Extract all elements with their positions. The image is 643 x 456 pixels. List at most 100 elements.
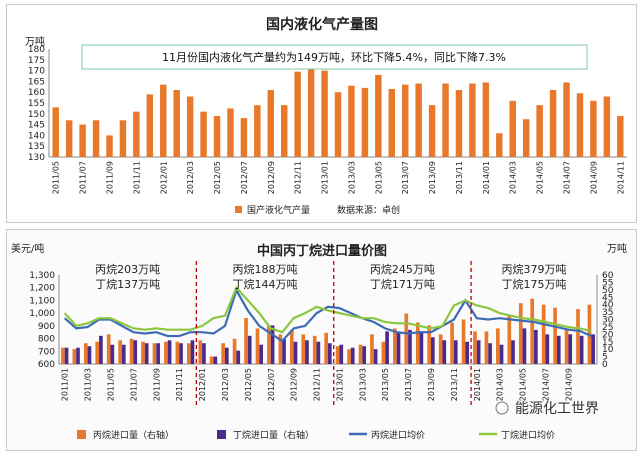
butane-volume-bar xyxy=(247,335,252,364)
y-tick-label: 135 xyxy=(28,142,45,152)
propane-volume-bar xyxy=(255,328,260,364)
bar xyxy=(173,90,180,157)
butane-volume-bar xyxy=(476,340,481,364)
butane-volume-bar xyxy=(568,334,573,364)
butane-volume-bar xyxy=(213,356,218,364)
bar xyxy=(428,105,436,157)
butane-volume-bar xyxy=(121,344,126,364)
bar xyxy=(119,120,127,157)
x-tick-label: 2013/07 xyxy=(404,368,413,401)
bar xyxy=(361,87,369,157)
year-import-annotation: 丙烷203万吨 xyxy=(95,262,160,276)
butane-volume-bar xyxy=(202,343,206,364)
bar xyxy=(590,100,597,157)
bar xyxy=(106,135,113,157)
y-tick-label: 145 xyxy=(28,121,45,131)
left-tick-label: 800 xyxy=(38,335,55,345)
bar xyxy=(92,120,100,157)
legend-label: 丙烷进口量（右轴） xyxy=(93,429,174,441)
propane-volume-bar xyxy=(72,349,77,364)
x-tick-label: 2012/01 xyxy=(159,161,168,194)
x-tick-label: 2014/09 xyxy=(589,161,598,194)
butane-volume-bar xyxy=(259,344,263,364)
propane-volume-bar xyxy=(438,334,443,364)
x-tick-label: 2014/03 xyxy=(496,368,505,401)
propane-volume-bar xyxy=(484,331,489,364)
left-tick-label: 1,200 xyxy=(29,284,55,294)
propane-volume-bar xyxy=(221,343,225,364)
x-tick-label: 2012/07 xyxy=(267,368,276,401)
propane-volume-bar xyxy=(198,340,203,364)
x-tick-label: 2012/05 xyxy=(213,161,222,194)
bar xyxy=(186,96,194,157)
x-tick-label: 2013/01 xyxy=(335,368,344,401)
left-tick-label: 900 xyxy=(38,322,55,332)
propane-volume-bar xyxy=(541,304,546,364)
propane-volume-bar xyxy=(83,343,88,364)
x-tick-label: 2014/07 xyxy=(541,368,550,401)
left-tick-label: 1,000 xyxy=(29,309,55,319)
butane-volume-bar xyxy=(282,338,286,364)
right-tick-label: 50 xyxy=(602,286,614,296)
propane-volume-bar xyxy=(347,349,351,364)
right-tick-label: 5 xyxy=(602,353,608,363)
bar xyxy=(536,105,543,157)
right-tick-label: 0 xyxy=(602,360,608,370)
y-tick-label: 170 xyxy=(28,67,45,77)
x-tick-label: 2012/05 xyxy=(244,368,253,401)
bar xyxy=(240,118,248,157)
propane-volume-bar xyxy=(244,318,248,364)
x-tick-label: 2011/07 xyxy=(79,161,88,194)
propane-volume-bar xyxy=(186,343,191,364)
y-tick-label: 175 xyxy=(28,56,45,66)
butane-volume-bar xyxy=(579,335,584,364)
legend-swatch xyxy=(77,430,86,439)
propane-volume-bar xyxy=(564,328,569,364)
butane-volume-bar xyxy=(224,347,229,364)
propane-volume-bar xyxy=(232,338,237,364)
right-tick-label: 55 xyxy=(602,278,613,288)
x-tick-label: 2014/11 xyxy=(616,161,625,194)
legend-swatch xyxy=(217,430,226,439)
propane-volume-bar xyxy=(518,303,523,364)
bar xyxy=(254,105,261,157)
watermark-text: 能源化工世界 xyxy=(515,401,599,417)
bar xyxy=(401,84,409,157)
year-import-annotation: 丁烷175万吨 xyxy=(502,277,567,291)
y-tick-label: 130 xyxy=(28,153,45,163)
x-tick-label: 2012/11 xyxy=(294,161,303,194)
propane-volume-bar xyxy=(530,298,535,364)
legend-label: 丙烷进口均价 xyxy=(371,429,425,441)
y-axis-unit-label: 万吨 xyxy=(25,35,45,48)
butane-volume-bar xyxy=(76,347,80,364)
annotation-box xyxy=(81,44,588,70)
chart-title: 国内液化气产量图 xyxy=(266,16,378,33)
propane-volume-bar xyxy=(152,343,157,364)
bar xyxy=(321,70,328,157)
bar xyxy=(415,83,422,157)
butane-volume-bar xyxy=(167,340,172,364)
x-tick-label: 2011/05 xyxy=(52,161,61,194)
x-tick-label: 2013/07 xyxy=(401,161,410,194)
right-tick-label: 30 xyxy=(602,316,614,326)
butane-volume-bar xyxy=(316,341,321,364)
butane-volume-bar xyxy=(442,340,447,364)
propane-butane-import-chart: 中国丙丁烷进口量价图 美元/吨 万吨 6007008009001,0001,10… xyxy=(11,242,627,441)
annotation-text: 11月份国内液化气产量约为149万吨，环比下降5.4%，同比下降7.3% xyxy=(162,50,506,64)
x-tick-label: 2012/03 xyxy=(186,161,195,194)
chart-title: 中国丙丁烷进口量价图 xyxy=(257,243,387,259)
x-tick-label: 2011/01 xyxy=(61,368,70,401)
butane-volume-bar xyxy=(362,346,367,364)
propane-volume-bar xyxy=(301,334,306,364)
butane-volume-bar xyxy=(190,340,195,364)
butane-price-line xyxy=(63,285,592,334)
butane-volume-bar xyxy=(156,343,160,364)
bar xyxy=(455,90,463,157)
lpg-production-chart-panel: 国内液化气产量图 万吨 130 135 140 145 150 155 160 165 170 1… xyxy=(6,4,637,223)
propane-volume-bar xyxy=(404,313,409,364)
right-tick-label: 10 xyxy=(602,345,614,355)
right-tick-label: 40 xyxy=(602,301,614,311)
bar xyxy=(469,83,476,157)
propane-volume-bar xyxy=(129,338,134,364)
propane-volume-bar xyxy=(576,309,580,364)
